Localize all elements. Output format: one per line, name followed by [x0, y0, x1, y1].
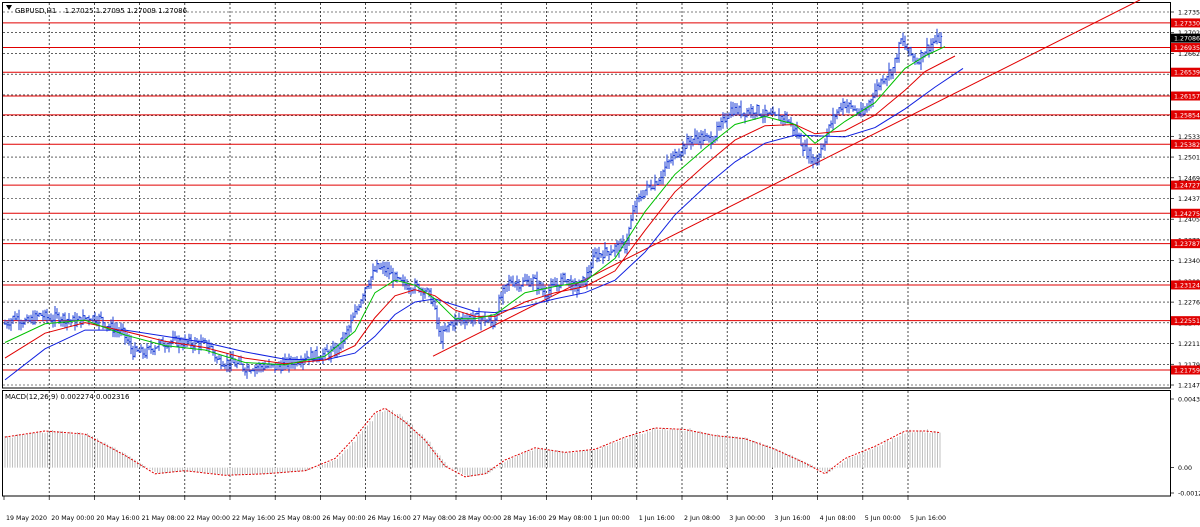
level-label: 1.23787 [1174, 241, 1200, 248]
price-axis: 1.273501.270201.266251.263051.259801.256… [1170, 10, 1200, 498]
level-label-bg [1171, 239, 1200, 249]
x-tick-label: 22 May 16:00 [232, 515, 275, 522]
x-tick-label: 19 May 2020 [6, 515, 47, 522]
x-tick-label: 25 May 08:00 [277, 515, 320, 522]
level-label: 1.26157 [1174, 94, 1200, 101]
macd-y-tick-label: -0.001277 [1178, 491, 1200, 498]
level-label: 1.27330 [1174, 20, 1200, 27]
x-tick-label: 3 Jun 16:00 [774, 515, 810, 522]
level-label: 1.26935 [1174, 45, 1200, 52]
y-tick-label: 1.25335 [1178, 134, 1200, 141]
x-tick-label: 1 Jun 16:00 [639, 515, 675, 522]
x-tick-label: 21 May 08:00 [142, 515, 185, 522]
ma-mid-line [4, 55, 956, 365]
y-tick-label: 1.21795 [1178, 362, 1200, 369]
level-label-bg [1171, 43, 1200, 53]
level-label-bg [1171, 110, 1200, 120]
x-tick-label: 28 May 00:00 [458, 515, 501, 522]
y-tick-label: 1.24370 [1178, 196, 1200, 203]
x-tick-label: 28 May 16:00 [503, 515, 546, 522]
level-label-bg [1171, 139, 1200, 149]
y-tick-label: 1.26625 [1178, 51, 1200, 58]
symbol-text: GBPUSD,H1 [15, 7, 56, 15]
ohlc-text: 1.27025 1.27095 1.27009 1.27086 [65, 7, 188, 15]
level-label-bg [1171, 180, 1200, 190]
time-axis: 19 May 2020 20 May 00:00 20 May 16:00 21 Ma… [3, 496, 946, 522]
macd-y-tick-label: 0.00 [1178, 465, 1192, 472]
level-label-bg [1171, 365, 1200, 375]
level-label: 1.25854 [1174, 112, 1200, 119]
macd-signal-line [4, 407, 941, 478]
x-tick-label: 5 Jun 16:00 [910, 515, 946, 522]
level-label-bg [1171, 67, 1200, 77]
y-tick-label: 1.22760 [1178, 300, 1200, 307]
y-tick-label: 1.22115 [1178, 341, 1200, 348]
moving-averages [4, 46, 964, 381]
y-tick-label: 1.25015 [1178, 155, 1200, 162]
x-tick-label: 20 May 00:00 [51, 515, 94, 522]
y-tick-label: 1.23405 [1178, 258, 1200, 265]
level-label-bg [1171, 91, 1200, 101]
gridlines [3, 3, 1170, 496]
level-label-bg [1171, 18, 1200, 28]
ma-slow-line [4, 67, 964, 381]
x-tick-label: 20 May 16:00 [96, 515, 139, 522]
symbol-label: GBPUSD,H1 1.27025 1.27095 1.27009 1.2708… [15, 7, 188, 15]
macd-frame [2, 390, 1171, 497]
x-tick-label: 27 May 08:00 [413, 515, 456, 522]
level-label: 1.25382 [1174, 142, 1200, 149]
x-tick-label: 3 Jun 00:00 [729, 515, 765, 522]
macd-histogram [4, 409, 941, 477]
level-label-bg [1171, 316, 1200, 326]
x-tick-label: 29 May 08:00 [548, 515, 591, 522]
current-price-label: 1.27086 [1174, 36, 1200, 43]
level-label: 1.26539 [1174, 70, 1200, 77]
level-label: 1.24275 [1174, 211, 1200, 218]
y-tick-label: 1.27350 [1178, 10, 1200, 17]
level-label: 1.23124 [1174, 282, 1200, 289]
x-tick-label: 26 May 00:00 [322, 515, 365, 522]
x-tick-label: 1 Jun 00:00 [594, 515, 630, 522]
current-price-bg [1171, 33, 1200, 43]
level-label-bg [1171, 280, 1200, 290]
symbol-triangle-icon [6, 5, 12, 10]
macd-y-tick-label: 0.004372 [1178, 397, 1200, 404]
level-label-bg [1171, 208, 1200, 218]
main-chart-frame [2, 2, 1171, 389]
x-tick-label: 26 May 16:00 [368, 515, 411, 522]
macd-signal [4, 407, 941, 478]
x-tick-label: 22 May 00:00 [187, 515, 230, 522]
horizontal-levels [3, 0, 1170, 371]
x-tick-label: 2 Jun 08:00 [684, 515, 720, 522]
x-tick-label: 5 Jun 00:00 [865, 515, 901, 522]
level-label: 1.22551 [1174, 318, 1200, 325]
level-label: 1.21759 [1174, 367, 1200, 374]
x-tick-label: 4 Jun 08:00 [820, 515, 856, 522]
y-tick-label: 1.24690 [1178, 175, 1200, 182]
macd-label: MACD(12,26,9) 0.002274 0.002316 [5, 393, 130, 401]
level-label: 1.24727 [1174, 183, 1200, 190]
level-price-labels: 1.27330 1.26935 1.26539 1.26157 1.25854 1.253… [1171, 18, 1200, 375]
ma-fast-line [4, 46, 946, 366]
y-tick-label: 1.24050 [1178, 217, 1200, 224]
candle-series [3, 28, 943, 379]
